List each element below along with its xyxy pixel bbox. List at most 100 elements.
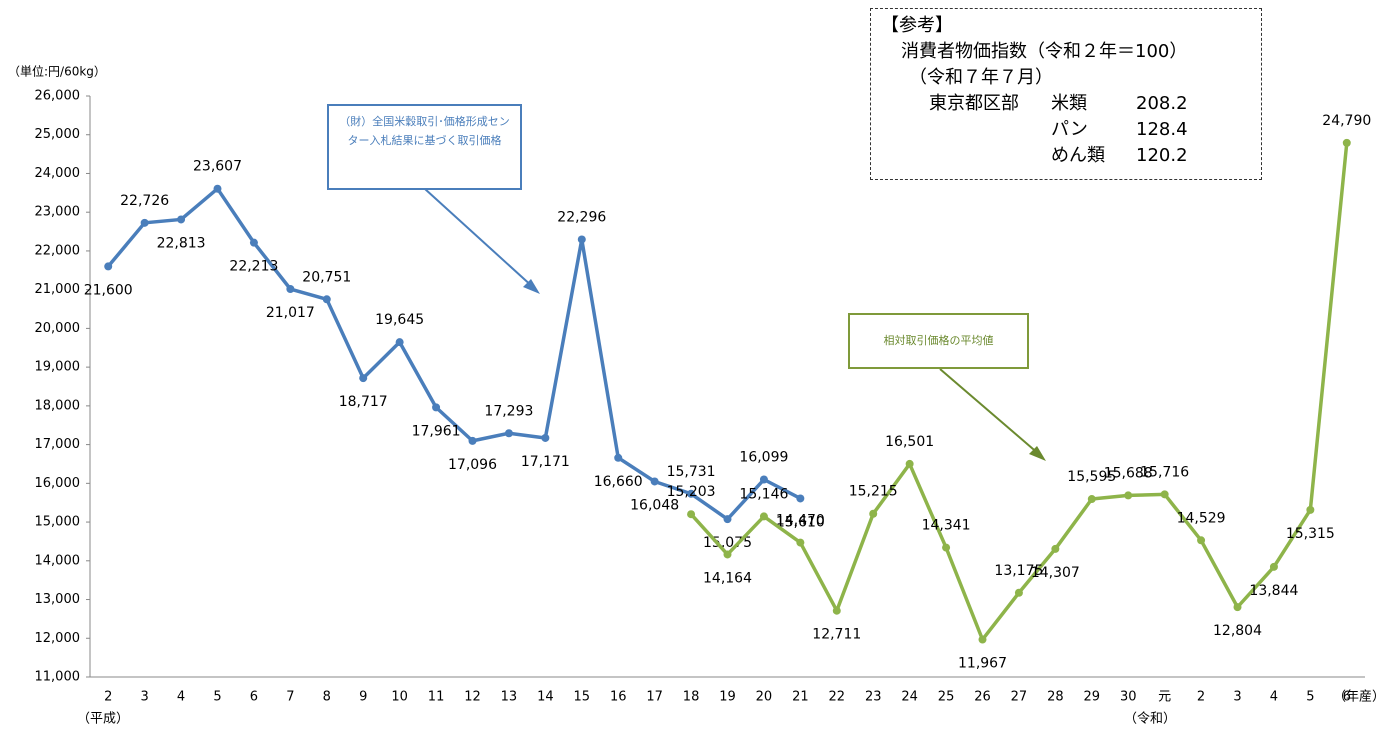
data-label: 20,751	[302, 269, 351, 285]
x-tick-label: 5	[1306, 690, 1314, 705]
callout-arrow	[939, 368, 1041, 456]
callout-arrowhead	[523, 279, 540, 294]
y-tick-label: 18,000	[35, 398, 81, 413]
x-tick-label: 18	[683, 690, 700, 705]
data-label: 22,296	[557, 209, 606, 225]
data-label: 14,470	[776, 513, 825, 529]
y-tick-label: 26,000	[35, 89, 81, 104]
era-label: （平成）	[77, 712, 129, 727]
x-unit-label: （年産）	[1333, 689, 1385, 705]
data-label: 14,307	[1031, 565, 1080, 581]
x-tick-label: 元	[1158, 690, 1171, 705]
data-label: 15,688	[1104, 465, 1153, 481]
ref-row: パン 128.4	[881, 117, 1251, 143]
x-tick-label: 25	[938, 690, 955, 705]
ref-period: （令和７年７月）	[909, 67, 1053, 88]
data-point	[1124, 491, 1133, 500]
x-tick-label: 22	[829, 690, 846, 705]
data-label: 12,711	[812, 627, 861, 643]
data-point	[1342, 138, 1351, 147]
data-point	[395, 338, 404, 347]
data-label: 17,293	[484, 403, 533, 419]
data-label: 16,099	[739, 449, 788, 465]
data-point	[322, 295, 331, 304]
x-tick-label: 26	[974, 690, 991, 705]
x-tick-label: 7	[286, 690, 294, 705]
data-point	[650, 477, 659, 486]
reference-box: 【参考】 消費者物価指数（令和２年＝100） （令和７年７月） 東京都区部 米類 2…	[870, 8, 1262, 180]
x-tick-label: 6	[250, 690, 258, 705]
callout-arrowhead	[1029, 446, 1046, 461]
ref-region: 東京都区部	[929, 93, 1019, 114]
y-unit-label: （単位:円/60kg）	[8, 64, 106, 79]
data-label: 15,610	[776, 514, 825, 530]
data-label: 17,961	[412, 423, 461, 439]
y-tick-label: 12,000	[35, 631, 81, 646]
ref-subtitle: 消費者物価指数（令和２年＝100）	[901, 41, 1188, 62]
data-point	[905, 459, 914, 468]
data-label: 22,813	[157, 235, 206, 251]
x-tick-label: 8	[323, 690, 331, 705]
y-tick-label: 21,000	[35, 282, 81, 297]
x-tick-label: 10	[391, 690, 408, 705]
x-tick-label: 21	[792, 690, 809, 705]
ref-item-name: 米類	[1051, 93, 1087, 114]
data-label: 14,164	[703, 570, 752, 586]
data-point	[286, 285, 295, 294]
x-tick-label: 6	[1343, 690, 1351, 705]
data-point	[723, 515, 732, 524]
data-label: 16,501	[885, 434, 934, 450]
ref-title: 【参考】	[881, 15, 953, 36]
x-tick-label: 27	[1011, 690, 1028, 705]
data-label: 15,595	[1067, 469, 1116, 485]
x-tick-label: 30	[1120, 690, 1137, 705]
data-label: 15,215	[849, 484, 898, 500]
y-tick-label: 14,000	[35, 553, 81, 568]
era-label: （令和）	[1124, 712, 1176, 727]
data-label: 15,203	[667, 484, 716, 500]
y-tick-label: 23,000	[35, 205, 81, 220]
x-tick-label: 3	[1233, 690, 1241, 705]
data-label: 14,529	[1177, 510, 1226, 526]
y-tick-label: 19,000	[35, 360, 81, 375]
data-point	[1306, 505, 1315, 514]
data-point	[1160, 490, 1169, 499]
ref-item-name: パン	[1051, 119, 1088, 140]
x-tick-label: 24	[901, 690, 918, 705]
series-line	[106, 186, 802, 521]
series-callout: 相対取引価格の平均値	[848, 313, 1029, 369]
y-tick-label: 15,000	[35, 515, 81, 530]
data-point	[468, 436, 477, 445]
data-label: 12,804	[1213, 623, 1262, 639]
x-tick-label: 2	[104, 690, 112, 705]
x-tick-label: 28	[1047, 690, 1064, 705]
data-label: 16,048	[630, 497, 679, 513]
x-tick-label: 13	[501, 690, 518, 705]
data-label: 14,341	[922, 518, 971, 534]
data-point	[1197, 536, 1206, 545]
series-callout: （財）全国米穀取引･価格形成センター入札結果に基づく取引価格	[327, 104, 522, 190]
data-point	[541, 433, 550, 442]
data-label: 21,600	[84, 282, 133, 298]
data-point	[687, 510, 696, 519]
data-point	[687, 489, 696, 498]
data-point	[1087, 495, 1096, 504]
data-label: 15,716	[1140, 464, 1189, 480]
data-point	[504, 429, 513, 438]
data-label: 21,017	[266, 305, 315, 321]
y-tick-label: 11,000	[35, 670, 81, 685]
data-label: 24,790	[1322, 113, 1371, 129]
data-label: 23,607	[193, 159, 242, 175]
ref-item-value: 128.4	[1136, 119, 1188, 140]
y-tick-label: 16,000	[35, 476, 81, 491]
data-point	[978, 635, 987, 644]
data-point	[359, 374, 368, 383]
x-tick-label: 15	[574, 690, 591, 705]
ref-item-name: めん類	[1051, 145, 1105, 166]
data-label: 15,146	[739, 486, 788, 502]
ref-item-value: 208.2	[1136, 93, 1188, 114]
ref-item-value: 120.2	[1136, 145, 1188, 166]
x-tick-label: 2	[1197, 690, 1205, 705]
y-tick-label: 13,000	[35, 592, 81, 607]
